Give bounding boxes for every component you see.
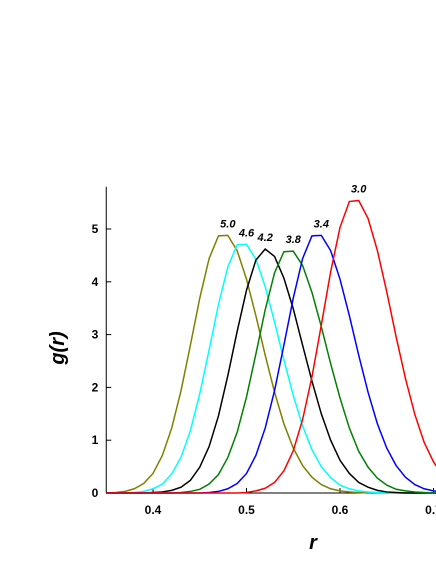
- series-line: [106, 248, 436, 494]
- y-tick-label: 4: [92, 275, 99, 289]
- series-label: 3.0: [351, 183, 367, 195]
- x-tick-label: 0.5: [238, 503, 255, 517]
- x-tick-label: 0.6: [332, 503, 349, 517]
- y-tick-label: 0: [92, 486, 99, 500]
- series-label: 4.2: [257, 232, 273, 244]
- series-label: 3.8: [286, 234, 302, 246]
- y-tick-label: 1: [92, 433, 99, 447]
- series-label: 3.4: [314, 218, 329, 230]
- series-line: [106, 199, 436, 494]
- x-tick-label: 0.4: [145, 503, 162, 517]
- x-tick-label: 0.7: [425, 503, 436, 517]
- series-line: [106, 243, 436, 494]
- series-label: 4.6: [238, 227, 255, 239]
- y-tick-label: 2: [92, 380, 99, 394]
- series-label: 5.0: [220, 218, 236, 230]
- series-line: [106, 250, 436, 494]
- y-tick-label: 5: [92, 222, 99, 236]
- series-line: [106, 234, 436, 494]
- x-axis-label: r: [309, 532, 318, 554]
- series-line: [106, 234, 436, 494]
- y-axis-label: g(r): [47, 331, 69, 366]
- y-tick-label: 3: [92, 328, 99, 342]
